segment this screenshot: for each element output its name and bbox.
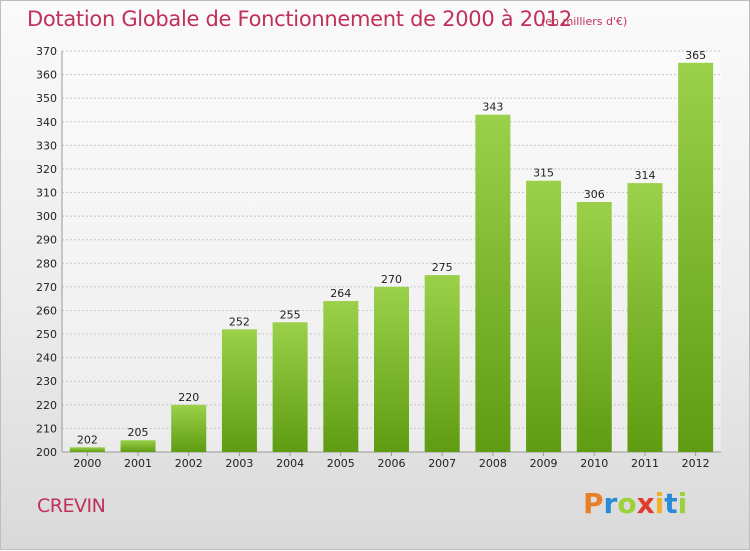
x-tick-label: 2000 xyxy=(73,457,101,470)
y-tick-label: 210 xyxy=(36,422,57,435)
data-label: 264 xyxy=(330,287,351,300)
bar xyxy=(323,301,359,452)
axes: 200 210 220 230 240 250 260 270 280 290 300 310 320 3… xyxy=(36,45,721,470)
chart-title: Dotation Globale de Fonctionnement de 20… xyxy=(27,7,572,31)
logo-letter: P xyxy=(583,487,604,520)
data-label: 255 xyxy=(280,308,301,321)
data-label: 314 xyxy=(634,169,655,182)
bar xyxy=(120,440,156,452)
x-tick-label: 2005 xyxy=(327,457,355,470)
bar xyxy=(475,114,511,452)
commune-name: CREVIN xyxy=(37,495,106,517)
y-tick-label: 370 xyxy=(36,45,57,58)
unit-note: (en milliers d'€) xyxy=(541,15,628,28)
y-tick-label: 240 xyxy=(36,352,57,365)
x-tick-label: 2007 xyxy=(428,457,456,470)
bar xyxy=(424,275,460,452)
bar xyxy=(576,201,612,452)
data-label: 306 xyxy=(584,188,605,201)
y-tick-label: 360 xyxy=(36,69,57,82)
labels: 202 205 220 252 255 264 270 275 343 315 306 314 365 xyxy=(77,49,706,446)
x-tick-label: 2003 xyxy=(225,457,253,470)
logo-letter: i xyxy=(677,487,688,520)
logo-letter: r xyxy=(603,487,618,520)
y-tick-label: 290 xyxy=(36,234,57,247)
proxiti-logo[interactable]: Proxiti xyxy=(583,487,687,520)
x-tick-label: 2001 xyxy=(124,457,152,470)
bar xyxy=(526,180,562,452)
y-tick-label: 270 xyxy=(36,281,57,294)
y-tick-label: 320 xyxy=(36,163,57,176)
y-tick-label: 230 xyxy=(36,375,57,388)
y-tick-label: 250 xyxy=(36,328,57,341)
bar xyxy=(69,447,105,452)
y-tick-label: 260 xyxy=(36,304,57,317)
x-tick-label: 2010 xyxy=(580,457,608,470)
bar xyxy=(678,62,714,452)
bar xyxy=(171,404,207,452)
logo-letter: o xyxy=(617,487,637,520)
x-tick-label: 2011 xyxy=(631,457,659,470)
data-label: 275 xyxy=(432,261,453,274)
x-tick-label: 2012 xyxy=(682,457,710,470)
x-tick-label: 2009 xyxy=(530,457,558,470)
y-tick-label: 330 xyxy=(36,139,57,152)
y-tick-label: 340 xyxy=(36,116,57,129)
data-label: 343 xyxy=(482,101,503,114)
y-tick-label: 350 xyxy=(36,92,57,105)
x-tick-label: 2004 xyxy=(276,457,304,470)
bars xyxy=(69,62,714,452)
y-tick-label: 300 xyxy=(36,210,57,223)
data-label: 270 xyxy=(381,273,402,286)
bar xyxy=(272,322,308,452)
bar xyxy=(627,183,663,452)
data-label: 202 xyxy=(77,433,98,446)
data-label: 220 xyxy=(178,391,199,404)
bar xyxy=(221,329,257,452)
y-tick-label: 280 xyxy=(36,257,57,270)
data-label: 205 xyxy=(128,426,149,439)
bar xyxy=(374,286,409,452)
y-tick-label: 220 xyxy=(36,399,57,412)
data-label: 252 xyxy=(229,315,250,328)
x-tick-label: 2002 xyxy=(175,457,203,470)
data-label: 315 xyxy=(533,167,554,180)
x-tick-label: 2006 xyxy=(378,457,406,470)
data-label: 365 xyxy=(685,49,706,62)
y-tick-label: 200 xyxy=(36,446,57,459)
logo-letter: x xyxy=(636,487,655,520)
y-tick-label: 310 xyxy=(36,187,57,200)
x-tick-label: 2008 xyxy=(479,457,507,470)
logo-letter: t xyxy=(664,487,678,520)
logo-letter: i xyxy=(654,487,665,520)
